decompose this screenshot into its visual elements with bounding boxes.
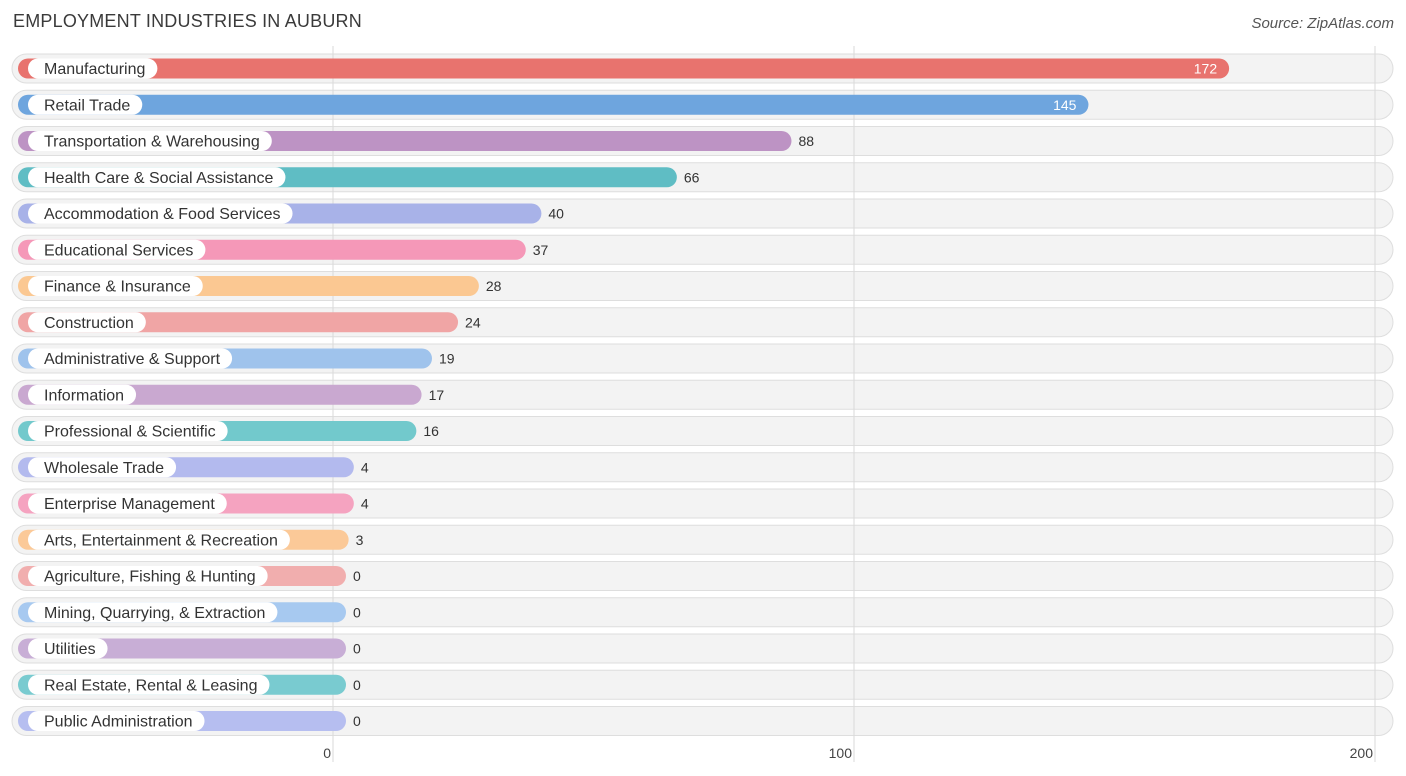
row-background — [11, 561, 1394, 591]
value-label: 172 — [1194, 61, 1218, 77]
value-label: 19 — [439, 351, 455, 367]
row-background — [11, 452, 1394, 483]
source-credit: Source: ZipAtlas.com — [1251, 15, 1394, 32]
category-label: Real Estate, Rental & Leasing — [44, 677, 257, 694]
category-label-pill — [28, 674, 270, 695]
row-background — [11, 669, 1394, 700]
value-label: 4 — [361, 459, 369, 475]
category-label: Finance & Insurance — [44, 279, 191, 296]
category-label: Retail Trade — [44, 97, 130, 114]
category-label: Professional & Scientific — [44, 424, 216, 441]
value-label: 0 — [353, 568, 361, 584]
category-label-pill — [28, 421, 228, 441]
value-label: 16 — [423, 423, 439, 439]
category-label: Enterprise Management — [44, 496, 215, 513]
category-label: Utilities — [44, 641, 96, 658]
category-label: Transportation & Warehousing — [44, 134, 260, 151]
category-label-pill — [28, 602, 278, 623]
category-label-pill — [28, 493, 227, 514]
value-label: 28 — [486, 278, 502, 294]
category-label: Wholesale Trade — [44, 460, 164, 477]
category-label-pill — [28, 131, 272, 151]
category-label-pill — [28, 384, 137, 405]
category-label: Health Care & Social Assistance — [44, 170, 274, 187]
category-label: Manufacturing — [44, 61, 145, 78]
value-label: 145 — [1053, 97, 1077, 113]
category-label: Educational Services — [44, 242, 193, 259]
value-label: 17 — [429, 387, 445, 403]
row-background — [11, 488, 1394, 519]
bar — [18, 94, 1089, 115]
category-label-pill — [28, 167, 286, 188]
category-label-pill — [28, 203, 293, 224]
category-label: Construction — [44, 315, 134, 332]
value-label: 0 — [353, 713, 361, 729]
category-label: Administrative & Support — [44, 351, 221, 368]
category-label: Mining, Quarrying, & Extraction — [44, 605, 265, 622]
category-label-pill — [28, 312, 146, 333]
row-background — [11, 597, 1394, 628]
row-background — [11, 706, 1394, 736]
x-tick-label: 200 — [1350, 745, 1374, 761]
category-label: Accommodation & Food Services — [44, 206, 281, 223]
category-label-pill — [28, 529, 290, 550]
value-label: 0 — [353, 677, 361, 693]
category-label-pill — [28, 276, 203, 296]
category-label: Arts, Entertainment & Recreation — [44, 532, 278, 549]
value-label: 4 — [361, 496, 369, 512]
category-label-pill — [28, 457, 177, 478]
x-tick-label: 0 — [323, 745, 331, 761]
category-label-pill — [28, 239, 206, 260]
value-label: 66 — [684, 169, 700, 185]
value-label: 37 — [533, 242, 549, 258]
value-label: 24 — [465, 314, 481, 330]
category-label-pill — [28, 94, 143, 115]
category-label: Agriculture, Fishing & Hunting — [44, 569, 256, 586]
chart-title: EMPLOYMENT INDUSTRIES IN AUBURN — [13, 11, 362, 31]
category-label: Information — [44, 387, 124, 404]
value-label: 88 — [798, 133, 814, 149]
category-label-pill — [28, 566, 268, 586]
row-background — [11, 524, 1394, 555]
x-tick-label: 100 — [829, 745, 853, 761]
category-label-pill — [28, 58, 158, 79]
value-label: 0 — [353, 604, 361, 620]
row-background — [11, 633, 1394, 664]
value-label: 0 — [353, 641, 361, 657]
category-label-pill — [28, 638, 108, 659]
category-label-pill — [28, 348, 233, 369]
category-label-pill — [28, 711, 205, 731]
bars: Manufacturing 172 Retail Trade 145 Transport… — [18, 58, 1230, 731]
category-label: Public Administration — [44, 714, 193, 731]
bar — [18, 58, 1230, 79]
value-label: 40 — [548, 206, 564, 222]
value-label: 3 — [356, 532, 364, 548]
